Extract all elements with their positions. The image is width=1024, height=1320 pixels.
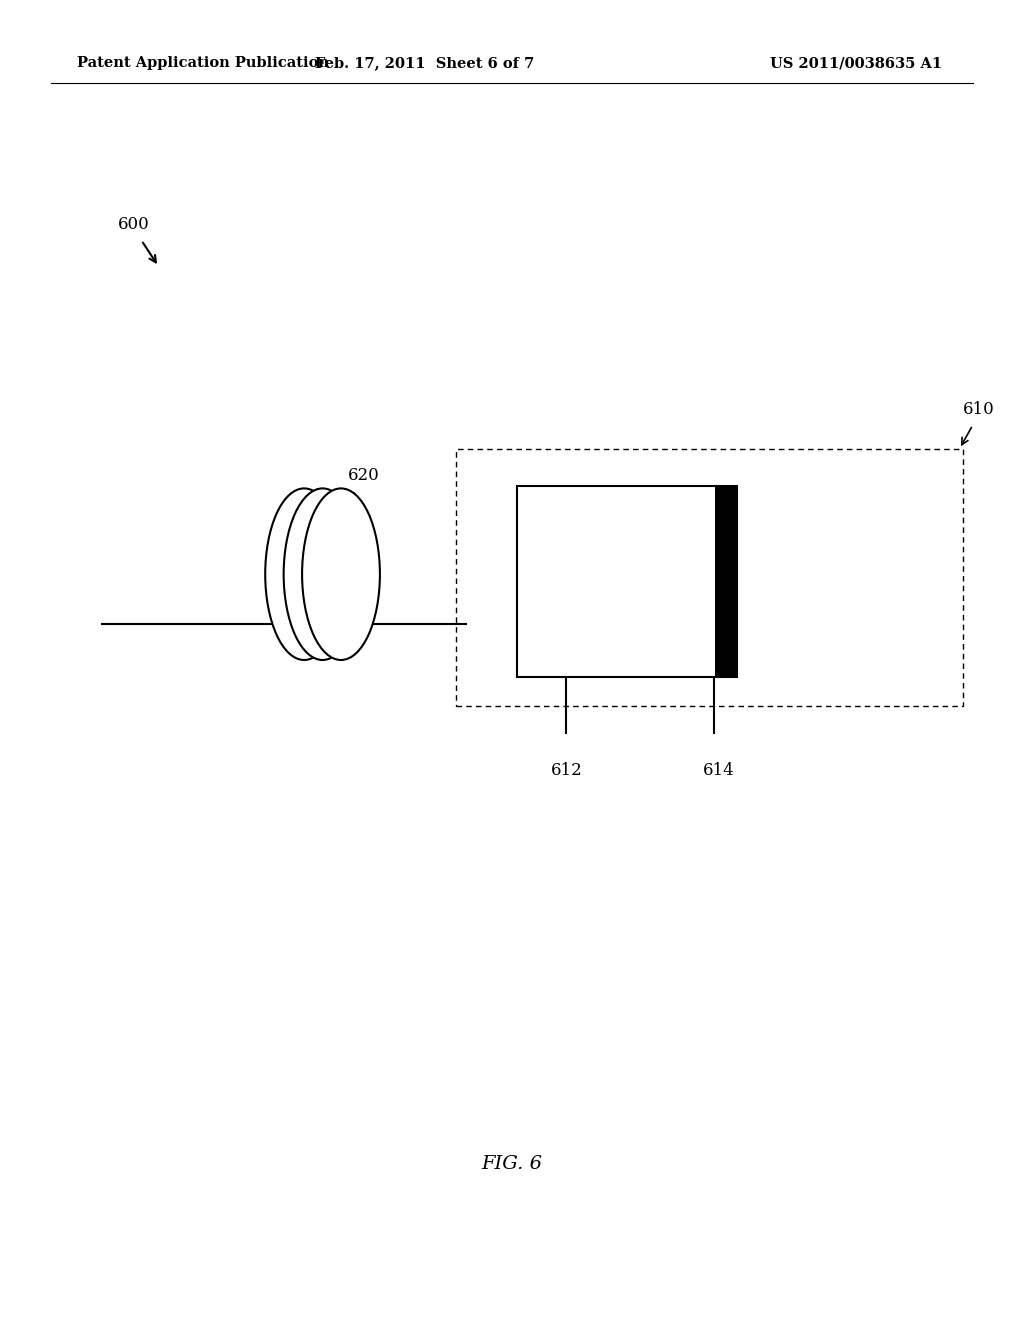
Text: 620: 620 — [348, 467, 380, 483]
Ellipse shape — [284, 488, 361, 660]
Bar — [715, 486, 737, 677]
Text: 614: 614 — [702, 762, 735, 779]
Text: Feb. 17, 2011  Sheet 6 of 7: Feb. 17, 2011 Sheet 6 of 7 — [315, 57, 535, 70]
Text: 600: 600 — [118, 216, 150, 232]
Text: US 2011/0038635 A1: US 2011/0038635 A1 — [770, 57, 942, 70]
Text: 610: 610 — [963, 401, 994, 417]
Bar — [456, 449, 963, 706]
Text: Patent Application Publication: Patent Application Publication — [77, 57, 329, 70]
Bar — [517, 486, 737, 677]
Text: FIG. 6: FIG. 6 — [481, 1155, 543, 1173]
Ellipse shape — [302, 488, 380, 660]
Text: 612: 612 — [550, 762, 583, 779]
Ellipse shape — [265, 488, 343, 660]
